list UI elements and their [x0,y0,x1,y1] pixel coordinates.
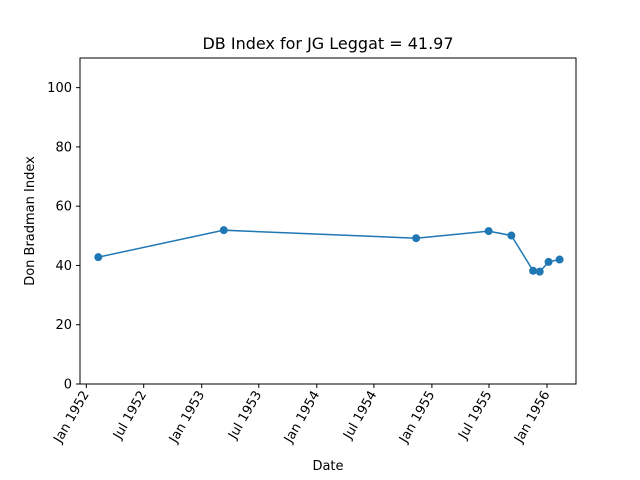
data-point [94,253,103,262]
chart-title: DB Index for JG Leggat = 41.97 [202,34,453,53]
x-tick-label: Jan 1955 [396,389,438,447]
plot-area: 0 20 40 60 80 100 Jan 1952 Jul 1952 Jan 1953 Jul … [47,81,564,447]
series-line [98,229,560,273]
y-tick-label: 0 [64,378,72,393]
x-tick-label: Jan 1953 [166,389,208,447]
y-tick-label: 40 [55,259,72,274]
data-point [535,267,544,276]
x-tick-label: Jan 1956 [511,389,553,447]
data-point [529,266,538,275]
data-point [484,227,493,236]
x-tick-label: Jul 1955 [455,389,495,443]
y-tick-label: 60 [55,200,72,215]
data-point [412,234,421,243]
y-tick-label: 20 [55,318,72,333]
data-point [555,255,564,264]
y-tick-label: 100 [47,81,72,96]
y-axis-label: Don Bradman Index [23,156,38,286]
x-tick-label: Jul 1953 [225,389,265,443]
plot-frame [79,57,577,385]
x-axis-label: Date [312,459,343,474]
data-point [544,257,553,266]
x-tick-label: Jan 1954 [281,389,323,447]
data-point [507,231,516,240]
x-tick-label: Jul 1954 [340,389,380,443]
x-tick-label: Jul 1952 [110,389,150,443]
x-tick-label: Jan 1952 [51,389,93,447]
data-point [219,226,228,235]
y-tick-label: 80 [55,140,72,155]
